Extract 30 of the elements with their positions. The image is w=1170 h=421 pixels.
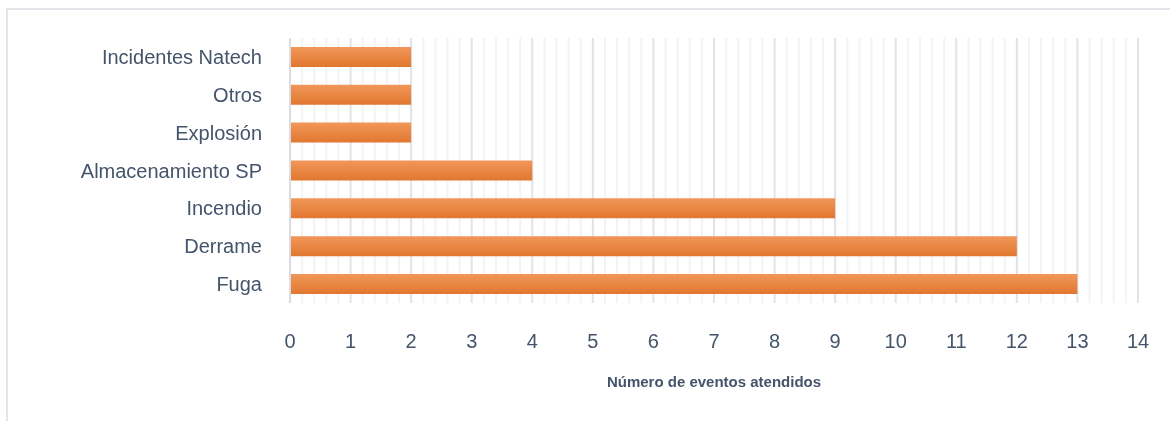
x-axis-title: Número de eventos atendidos	[606, 372, 822, 390]
x-tick-label: 3	[466, 330, 478, 352]
x-tick-label: 11	[945, 330, 967, 352]
y-tick-label: Explosión	[175, 121, 262, 144]
y-tick-label: Fuga	[216, 273, 263, 296]
x-tick-label: 10	[884, 330, 907, 352]
y-tick-label: Incendio	[186, 197, 262, 220]
bar	[290, 160, 533, 181]
x-tick-label: 12	[1005, 330, 1028, 352]
x-tick-label: 1	[345, 330, 357, 352]
bar	[290, 198, 836, 219]
x-tick-label: 13	[1066, 330, 1089, 352]
y-tick-label: Incidentes Natech	[101, 45, 262, 68]
y-tick-label: Derrame	[184, 235, 262, 258]
x-tick-label: 7	[708, 330, 720, 352]
x-tick-label: 6	[647, 330, 659, 352]
y-tick-label: Almacenamiento SP	[80, 159, 262, 182]
x-tick-label: 4	[526, 330, 538, 352]
x-tick-label: 8	[769, 330, 781, 352]
bar	[290, 122, 412, 143]
x-tick-label: 0	[284, 330, 296, 352]
bar	[290, 236, 1017, 257]
y-tick-label: Otros	[213, 83, 262, 106]
bar	[290, 46, 412, 67]
bar	[290, 274, 1078, 295]
bar	[290, 84, 412, 105]
x-tick-label: 5	[587, 330, 599, 352]
x-tick-label: 14	[1126, 330, 1150, 352]
x-tick-label: 9	[829, 330, 841, 352]
x-tick-label: 2	[405, 330, 417, 352]
